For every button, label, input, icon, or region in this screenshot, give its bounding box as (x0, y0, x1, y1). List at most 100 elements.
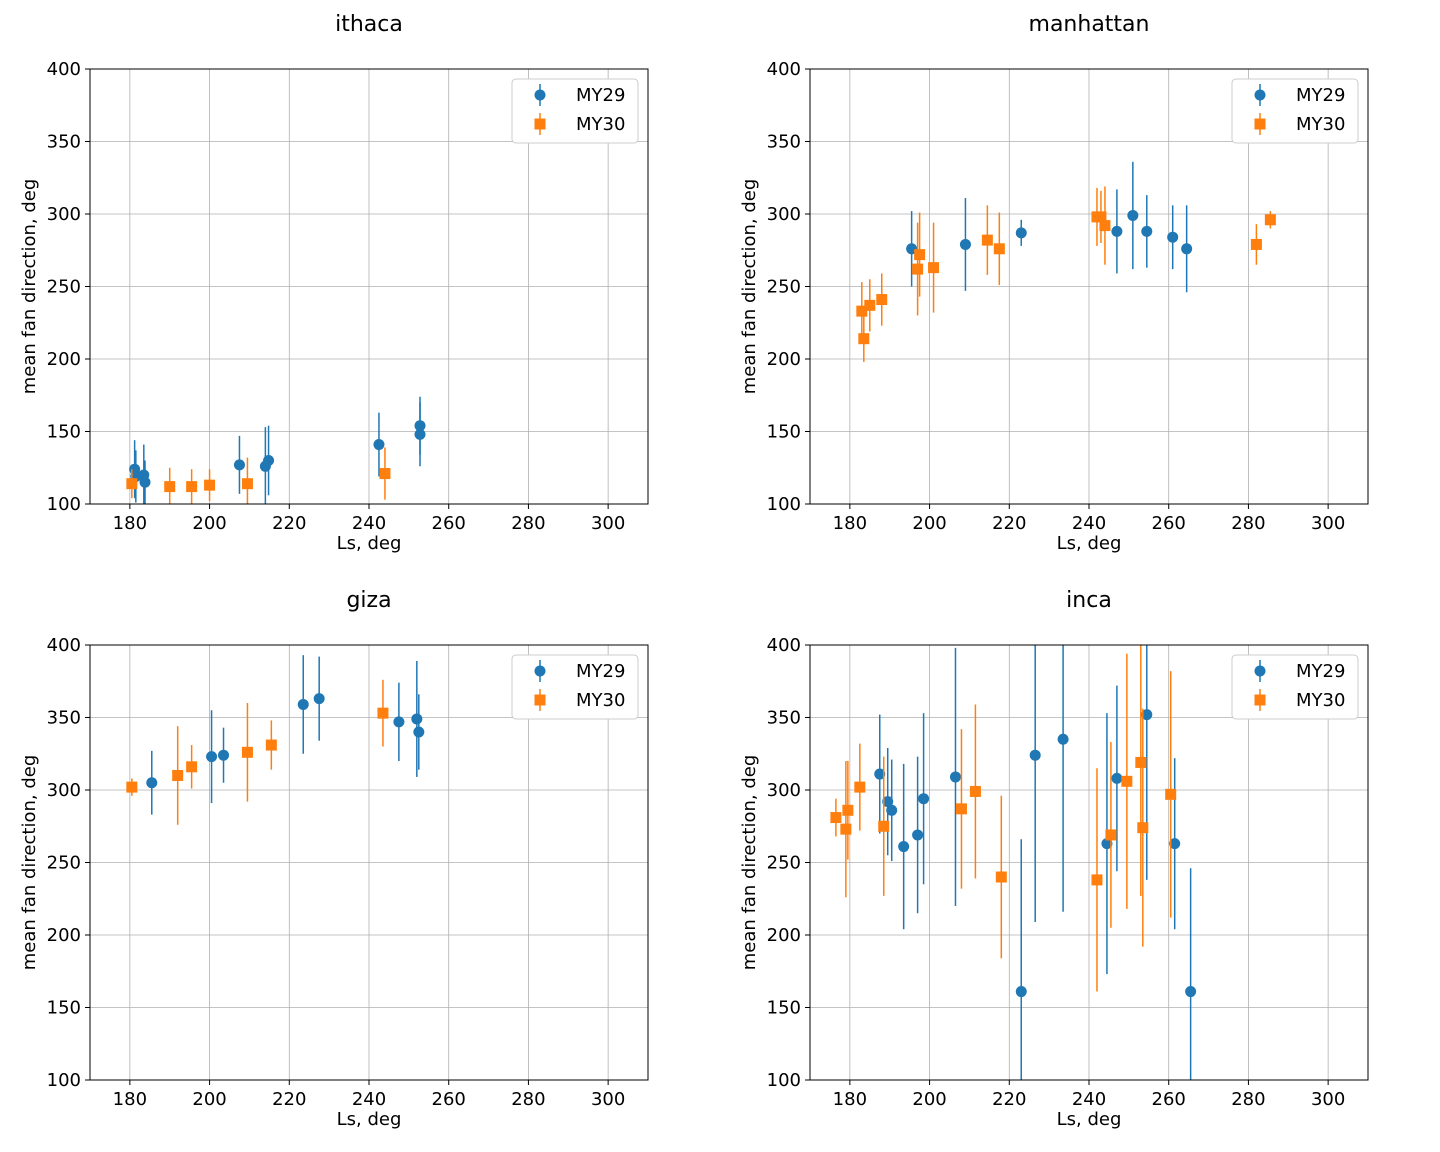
data-point (981, 234, 993, 246)
data-point (377, 707, 389, 719)
x-tick-label: 280 (1231, 513, 1265, 534)
x-tick-label: 280 (511, 1089, 545, 1110)
y-tick-label: 400 (767, 59, 801, 80)
legend: MY29 MY30 (1231, 78, 1359, 144)
x-tick-label: 180 (113, 513, 147, 534)
y-tick-label: 150 (767, 422, 801, 443)
legend-marker-MY29 (534, 89, 546, 101)
x-tick-label: 260 (1152, 513, 1186, 534)
legend-marker-MY30 (1254, 118, 1266, 130)
data-point (373, 439, 385, 451)
x-axis-label: Ls, deg (1057, 1109, 1122, 1130)
y-tick-label: 300 (767, 780, 801, 801)
y-tick-label: 250 (767, 277, 801, 298)
data-point (414, 420, 426, 432)
data-point (864, 299, 876, 311)
data-point (1057, 733, 1069, 745)
x-tick-label: 300 (591, 513, 625, 534)
legend: MY29 MY30 (511, 654, 639, 720)
y-tick-label: 250 (47, 853, 81, 874)
legend-marker-MY29 (1254, 89, 1266, 101)
x-tick-label: 240 (352, 1089, 386, 1110)
data-point (186, 481, 198, 493)
axes-frame (809, 644, 1369, 1081)
legend: MY29 MY30 (511, 78, 639, 144)
data-point (126, 781, 138, 793)
y-tick-label: 350 (767, 708, 801, 729)
y-tick-label: 350 (767, 132, 801, 153)
legend-label-MY30: MY30 (1296, 114, 1345, 135)
x-tick-label: 180 (833, 1089, 867, 1110)
data-point (146, 777, 158, 789)
legend: MY29 MY30 (1231, 654, 1359, 720)
y-axis-label: mean fan direction, deg (19, 755, 40, 971)
x-tick-label: 220 (272, 1089, 306, 1110)
x-tick-label: 300 (591, 1089, 625, 1110)
x-tick-label: 240 (352, 513, 386, 534)
data-point (1141, 709, 1153, 721)
chart-panel-ithaca: 180 200 220 240 260 280 300 100 150 200 250 300 350 4… (19, 12, 649, 554)
data-point (912, 829, 924, 841)
y-tick-label: 100 (47, 494, 81, 515)
data-point (876, 294, 888, 306)
series-MY29 (129, 396, 426, 504)
x-tick-label: 240 (1072, 513, 1106, 534)
data-point (918, 793, 930, 805)
data-point (1111, 772, 1123, 784)
data-point (1250, 238, 1262, 250)
series-MY30 (830, 645, 1177, 992)
y-tick-label: 150 (767, 998, 801, 1019)
data-point (858, 333, 870, 345)
chart-title: inca (1066, 588, 1112, 613)
legend-marker-MY29 (534, 665, 546, 677)
series-MY29 (906, 161, 1193, 293)
x-tick-label: 180 (833, 513, 867, 534)
data-point (914, 249, 926, 261)
legend-label-MY29: MY29 (1296, 661, 1345, 682)
data-point (874, 768, 886, 780)
x-tick-label: 220 (992, 513, 1026, 534)
series-MY30 (126, 447, 391, 504)
y-tick-label: 400 (47, 635, 81, 656)
x-tick-label: 220 (992, 1089, 1026, 1110)
data-point (840, 823, 852, 835)
y-tick-label: 400 (767, 635, 801, 656)
chart-panel-inca: 180 200 220 240 260 280 300 100 150 200 250 300 350 4… (739, 588, 1369, 1130)
x-tick-label: 280 (511, 513, 545, 534)
data-point (164, 481, 176, 493)
axes-frame (809, 68, 1369, 505)
x-tick-label: 200 (192, 1089, 226, 1110)
y-tick-label: 200 (767, 349, 801, 370)
x-axis-label: Ls, deg (337, 533, 402, 554)
data-point (842, 804, 854, 816)
data-point (204, 479, 216, 491)
y-tick-label: 150 (47, 998, 81, 1019)
y-tick-label: 100 (767, 494, 801, 515)
data-point (218, 749, 230, 761)
data-point (949, 771, 961, 783)
data-point (854, 781, 866, 793)
data-point (1121, 775, 1133, 787)
x-tick-label: 180 (113, 1089, 147, 1110)
series-MY30 (126, 679, 389, 825)
x-tick-label: 280 (1231, 1089, 1265, 1110)
series-MY29 (146, 655, 425, 815)
x-tick-label: 200 (912, 513, 946, 534)
data-point (878, 820, 890, 832)
y-tick-label: 150 (47, 422, 81, 443)
data-point (1185, 986, 1197, 998)
data-point (830, 812, 842, 824)
data-point (313, 693, 325, 705)
legend-marker-MY30 (534, 118, 546, 130)
legend-label-MY29: MY29 (576, 661, 625, 682)
chart-panel-giza: 180 200 220 240 260 280 300 100 150 200 250 300 350 4… (19, 588, 649, 1130)
data-point (959, 238, 971, 250)
data-point (1165, 788, 1177, 800)
data-point (993, 243, 1005, 255)
data-point (1029, 749, 1041, 761)
y-tick-label: 400 (47, 59, 81, 80)
y-axis-label: mean fan direction, deg (739, 179, 760, 395)
y-tick-label: 200 (47, 349, 81, 370)
data-point (1141, 225, 1153, 237)
data-point (241, 746, 253, 758)
